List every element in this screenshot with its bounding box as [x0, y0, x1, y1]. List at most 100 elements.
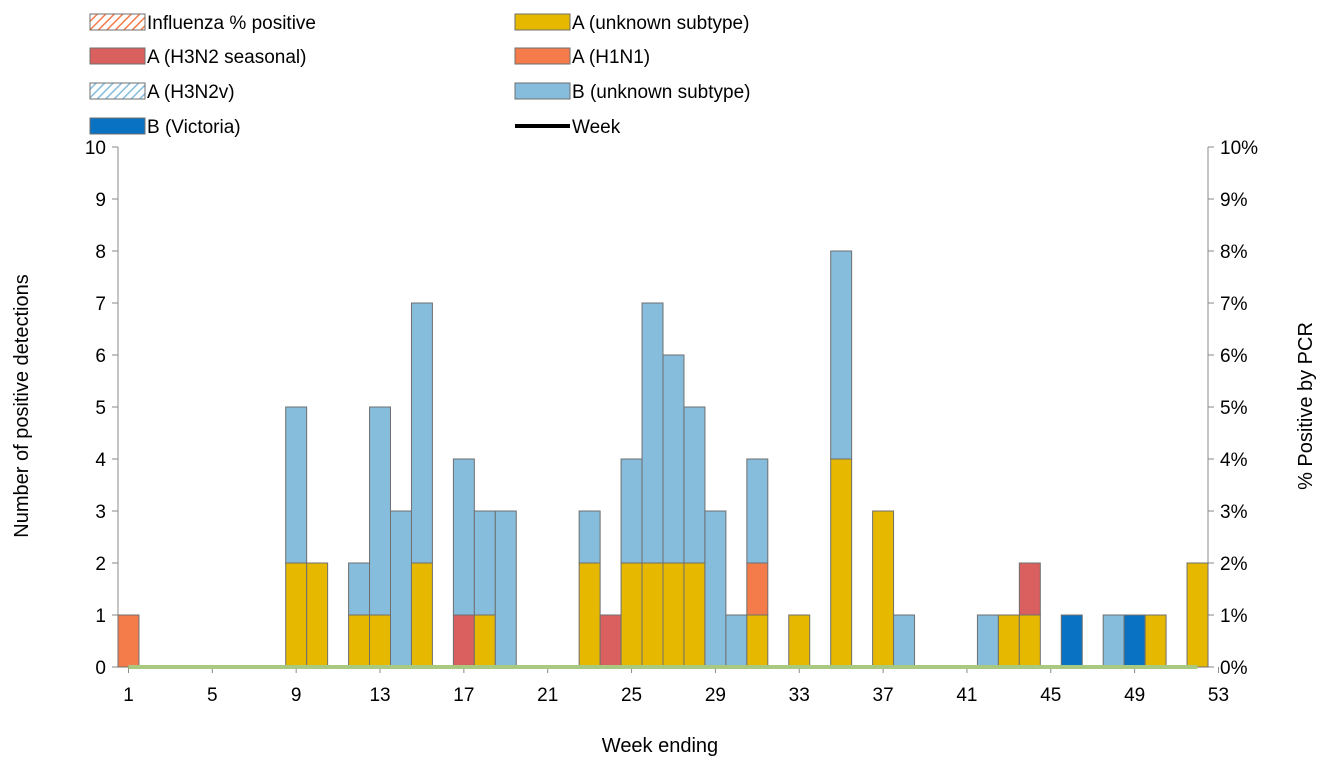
y-tick-label: 8: [95, 242, 106, 263]
legend-label: A (unknown subtype): [572, 13, 749, 34]
legend-swatch: [514, 82, 571, 100]
bar-segment: [285, 562, 308, 668]
bar-segment: [830, 458, 853, 668]
legend-swatch: [89, 13, 146, 31]
y-tick-label: 1: [95, 606, 106, 627]
y2-tick-label: 2%: [1220, 554, 1248, 575]
bar-segment: [1186, 562, 1209, 668]
bar-segment: [452, 458, 475, 616]
legend-label: Week: [572, 117, 621, 138]
legend-label: A (H3N2v): [147, 82, 235, 103]
bar-segment: [620, 458, 643, 564]
y2-tick-label: 3%: [1220, 502, 1248, 523]
y-tick-label: 7: [95, 294, 106, 315]
bar-segment: [473, 510, 496, 616]
bar-segment: [746, 458, 769, 564]
y2-tick-label: 9%: [1220, 190, 1248, 211]
bar-segment: [893, 614, 916, 668]
x-tick-label: 29: [705, 685, 726, 706]
y-tick-label: 3: [95, 502, 106, 523]
bar-segment: [369, 406, 391, 616]
y-tick-label: 2: [95, 554, 106, 575]
bar-segment: [746, 562, 769, 616]
bar-segment: [452, 614, 475, 668]
y2-tick-label: 5%: [1220, 398, 1248, 419]
y2-tick-label: 8%: [1220, 242, 1248, 263]
bar-segment: [872, 510, 895, 668]
legend-swatch: [89, 117, 146, 135]
bar-segment: [1123, 614, 1146, 668]
x-axis-title: Week ending: [602, 735, 718, 757]
bar-segment: [746, 614, 769, 668]
x-tick-label: 21: [537, 685, 558, 706]
legend-swatch: [89, 47, 146, 65]
x-tick-label: 5: [207, 685, 218, 706]
bar-segment: [725, 614, 748, 668]
bar-segment: [348, 562, 371, 616]
bar-segment: [390, 510, 412, 668]
y-tick-label: 6: [95, 346, 106, 367]
legend-label: Influenza % positive: [147, 13, 316, 34]
legend-label: A (H1N1): [572, 47, 650, 68]
legend-label: B (Victoria): [147, 117, 241, 138]
bar-segment: [578, 562, 601, 668]
x-tick-label: 49: [1124, 685, 1145, 706]
bar-segment: [1060, 614, 1083, 668]
legend-label: B (unknown subtype): [572, 82, 751, 103]
x-tick-label: 17: [453, 685, 474, 706]
bar-segment: [976, 614, 999, 668]
x-tick-label: 37: [873, 685, 894, 706]
y-tick-label: 10: [85, 138, 106, 159]
y2-tick-label: 1%: [1220, 606, 1248, 627]
x-tick-label: 13: [369, 685, 390, 706]
bar-segment: [641, 302, 664, 564]
bar-segment: [285, 406, 308, 564]
y2-axis-title: % Positive by PCR: [1295, 322, 1317, 490]
y-axis-title: Number of positive detections: [11, 274, 33, 537]
bar-segment: [1018, 562, 1041, 616]
bar-segment: [641, 562, 664, 668]
legend-swatch: [514, 13, 571, 31]
bar-segment: [662, 562, 685, 668]
legend-swatch: [89, 82, 146, 100]
x-tick-label: 45: [1040, 685, 1061, 706]
bar-segment: [788, 614, 811, 668]
bar-segment: [599, 614, 622, 668]
y2-tick-label: 0%: [1220, 658, 1248, 679]
bar-segment: [662, 354, 685, 564]
bar-segment: [620, 562, 643, 668]
y-tick-label: 0: [95, 658, 106, 679]
y2-tick-label: 10%: [1220, 138, 1258, 159]
y-tick-label: 4: [95, 450, 106, 471]
bar-segment: [494, 510, 517, 668]
bar-segment: [683, 406, 706, 564]
bar-segment: [704, 510, 727, 668]
bar-segment: [410, 302, 433, 564]
y2-tick-label: 7%: [1220, 294, 1248, 315]
bar-segment: [473, 614, 496, 668]
x-tick-label: 53: [1208, 685, 1229, 706]
bar-segment: [348, 614, 371, 668]
bar-segment: [830, 250, 853, 460]
bar-segment: [997, 614, 1020, 668]
x-tick-label: 9: [291, 685, 302, 706]
bar-segment: [306, 562, 329, 668]
bar-segment: [683, 562, 706, 668]
y-tick-label: 5: [95, 398, 106, 419]
bar-segment: [117, 614, 140, 668]
bar-segment: [578, 510, 601, 564]
bar-segment: [1144, 614, 1167, 668]
bar-segment: [410, 562, 433, 668]
bar-segment: [369, 614, 391, 668]
legend: Influenza % positive A (unknown subtype) A…: [89, 13, 751, 138]
x-tick-label: 41: [956, 685, 977, 706]
x-tick-label: 25: [621, 685, 642, 706]
legend-label: A (H3N2 seasonal): [147, 47, 306, 68]
y2-tick-label: 4%: [1220, 450, 1248, 471]
x-tick-label: 33: [789, 685, 810, 706]
bars: [117, 250, 1209, 668]
bar-segment: [1018, 614, 1041, 668]
